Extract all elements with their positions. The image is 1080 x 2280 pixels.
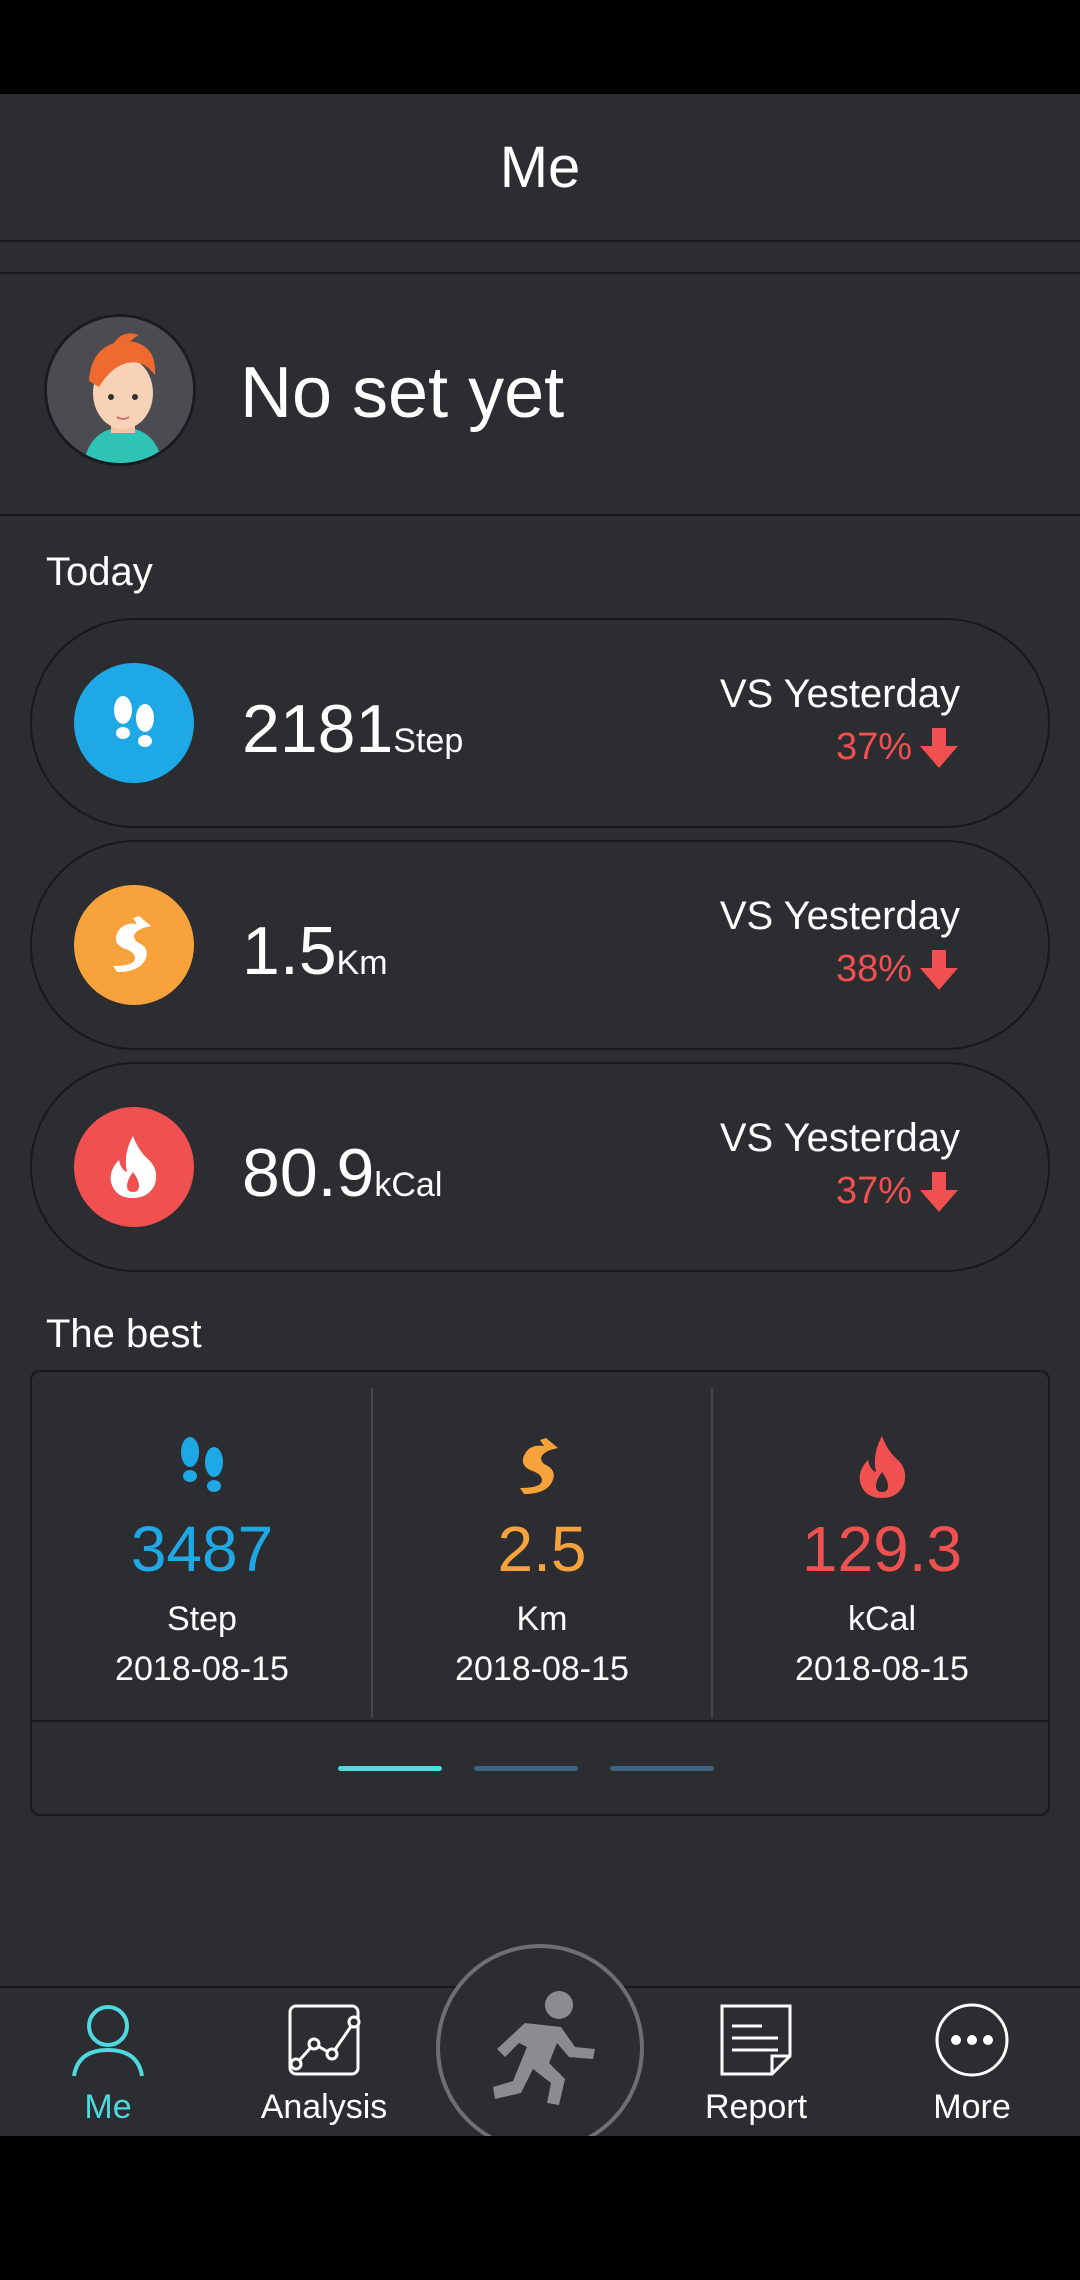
best-calories-unit: kCal xyxy=(847,1600,917,1638)
vs-yesterday-label: VS Yesterday xyxy=(719,672,960,716)
distance-change: 38% xyxy=(836,948,958,991)
best-calories-date: 2018-08-15 xyxy=(795,1650,969,1688)
bottom-nav: Me Analysis xyxy=(0,1944,1080,2136)
vs-yesterday-label: VS Yesterday xyxy=(719,1116,960,1160)
best-steps-date: 2018-08-15 xyxy=(115,1650,289,1688)
nav-item-me[interactable]: Me xyxy=(8,1988,208,2136)
app-screen: Me No set yet Today xyxy=(0,94,1080,2136)
best-distance: 2.5 Km 2018-08-15 xyxy=(372,1372,712,1722)
flame-icon xyxy=(859,1436,906,1498)
best-calories: 129.3 kCal 2018-08-15 xyxy=(712,1372,1048,1722)
today-calories-unit: kCal xyxy=(374,1166,443,1204)
nav-item-more[interactable]: More xyxy=(872,1988,1072,2136)
best-records-page: 3487 Step 2018-08-15 2.5 Km 2018-08-15 1… xyxy=(32,1372,1048,1722)
footprints-icon xyxy=(181,1437,223,1492)
arrow-down-icon xyxy=(920,949,958,990)
more-icon xyxy=(935,2003,1009,2077)
today-distance-unit: Km xyxy=(336,944,388,982)
flame-icon xyxy=(74,1107,194,1227)
calories-change: 37% xyxy=(836,1170,958,1213)
today-label: Today xyxy=(46,550,153,594)
today-calories-card[interactable]: 80.9kCal VS Yesterday 37% xyxy=(30,1062,1050,1272)
today-steps-card[interactable]: 2181Step VS Yesterday 37% xyxy=(30,618,1050,828)
best-distance-value: 2.5 xyxy=(497,1513,587,1585)
start-run-button[interactable] xyxy=(436,1944,644,2136)
vs-yesterday-label: VS Yesterday xyxy=(719,894,960,938)
footprints-icon xyxy=(74,663,194,783)
system-nav-bar xyxy=(0,2136,1080,2280)
today-steps-unit: Step xyxy=(393,722,464,760)
column-divider xyxy=(371,1388,373,1718)
best-calories-value: 129.3 xyxy=(801,1513,963,1585)
nav-label: Analysis xyxy=(260,2088,388,2126)
person-icon xyxy=(72,2005,144,2077)
nav-label: Me xyxy=(84,2088,132,2126)
page-title: Me xyxy=(499,134,581,200)
page-dot-active[interactable] xyxy=(338,1766,442,1771)
arrow-down-icon xyxy=(920,727,958,768)
top-bar: Me xyxy=(0,94,1080,242)
winding-road-icon xyxy=(520,1438,558,1494)
chart-icon xyxy=(288,2004,361,2076)
steps-change: 37% xyxy=(836,726,958,769)
nav-label: More xyxy=(933,2088,1011,2126)
running-man-icon xyxy=(493,1991,595,2105)
arrow-down-icon xyxy=(920,1171,958,1212)
profile-row[interactable]: No set yet xyxy=(0,274,1080,516)
profile-name: No set yet xyxy=(240,353,565,433)
nav-label: Report xyxy=(704,2088,808,2126)
page-dot[interactable] xyxy=(474,1766,578,1771)
column-divider xyxy=(711,1388,713,1718)
best-records-panel[interactable]: 3487 Step 2018-08-15 2.5 Km 2018-08-15 1… xyxy=(30,1370,1050,1816)
divider xyxy=(0,272,1080,274)
today-calories-value: 80.9kCal xyxy=(242,1135,443,1211)
avatar[interactable] xyxy=(44,314,196,466)
best-label: The best xyxy=(46,1312,202,1356)
today-distance-card[interactable]: 1.5Km VS Yesterday 38% xyxy=(30,840,1050,1050)
best-steps-value: 3487 xyxy=(130,1513,274,1585)
nav-item-report[interactable]: Report xyxy=(656,1988,856,2136)
best-steps-unit: Step xyxy=(167,1600,237,1638)
best-steps: 3487 Step 2018-08-15 xyxy=(32,1372,372,1722)
best-distance-date: 2018-08-15 xyxy=(455,1650,629,1688)
today-distance-value: 1.5Km xyxy=(242,913,388,989)
nav-item-analysis[interactable]: Analysis xyxy=(224,1988,424,2136)
document-icon xyxy=(720,2004,792,2076)
page-indicator xyxy=(32,1766,1048,1774)
page-dot[interactable] xyxy=(610,1766,714,1771)
today-steps-value: 2181Step xyxy=(242,691,464,767)
avatar-icon xyxy=(47,317,193,463)
best-distance-unit: Km xyxy=(516,1600,568,1638)
winding-road-icon xyxy=(74,885,194,1005)
status-bar xyxy=(0,0,1080,94)
